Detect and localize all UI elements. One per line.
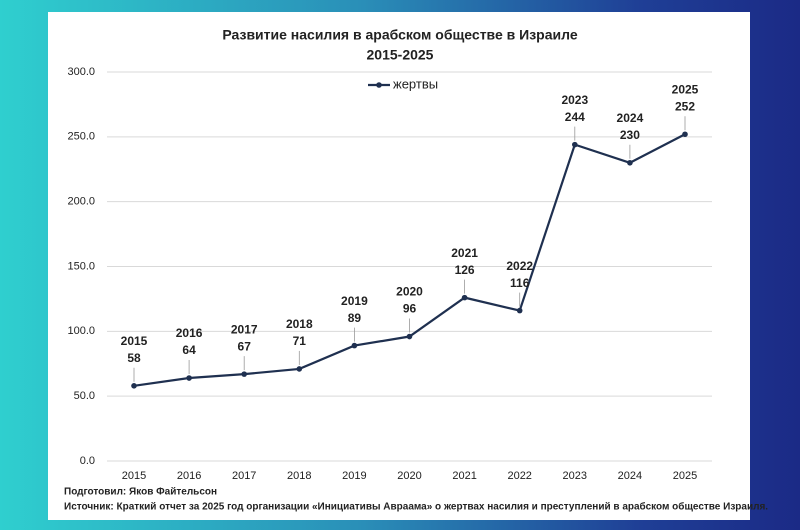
data-label: 126 — [455, 263, 475, 277]
x-tick-label: 2017 — [232, 470, 256, 482]
data-label-year: 2022 — [506, 259, 533, 273]
y-tick-label: 200.0 — [67, 196, 95, 208]
data-label: 252 — [675, 99, 695, 113]
point — [406, 333, 413, 340]
data-label-year: 2023 — [561, 93, 588, 107]
point — [131, 382, 137, 389]
y-tick-label: 100.0 — [67, 325, 95, 337]
data-label: 64 — [182, 343, 196, 357]
x-tick-label: 2024 — [618, 470, 642, 482]
point — [682, 131, 688, 138]
note: Источник: Краткий отчет за 2025 год орга… — [64, 501, 768, 513]
x-tick-label: 2020 — [397, 470, 421, 482]
data-label-year: 2024 — [617, 111, 644, 125]
legend-label: жертвы — [393, 76, 438, 91]
point — [241, 371, 247, 377]
point — [572, 141, 578, 148]
data-label: 230 — [620, 128, 640, 142]
y-tick-label: 150.0 — [67, 260, 95, 272]
point — [351, 342, 358, 349]
x-tick-label: 2025 — [673, 470, 697, 482]
data-label-year: 2015 — [121, 334, 148, 348]
point — [627, 159, 633, 166]
y-tick-label: 50.0 — [74, 390, 95, 402]
data-label: 89 — [348, 311, 362, 325]
data-label: 71 — [293, 334, 307, 348]
x-tick-label: 2015 — [122, 470, 146, 482]
data-label-year: 2021 — [451, 246, 478, 260]
data-label-year: 2016 — [176, 326, 203, 340]
y-tick-label: 300.0 — [67, 66, 95, 78]
data-label-year: 2019 — [341, 294, 368, 308]
chart-subtitle: 2015-2025 — [367, 47, 434, 63]
note: Подготовил: Яков Файтельсон — [64, 487, 217, 498]
x-tick-label: 2018 — [287, 470, 311, 482]
point — [516, 307, 523, 314]
point — [186, 375, 192, 381]
data-label-year: 2020 — [396, 285, 423, 299]
chart-title: Развитие насилия в арабском обществе в И… — [222, 27, 577, 43]
point — [461, 294, 468, 301]
x-tick-label: 2021 — [452, 470, 476, 482]
data-label: 244 — [565, 110, 585, 124]
x-tick-label: 2016 — [177, 470, 201, 482]
data-label: 67 — [238, 339, 252, 353]
point — [296, 366, 303, 372]
data-label: 116 — [510, 276, 530, 290]
x-tick-label: 2023 — [563, 470, 587, 482]
x-tick-label: 2019 — [342, 470, 366, 482]
x-tick-label: 2022 — [507, 470, 531, 482]
y-tick-label: 0.0 — [80, 455, 95, 467]
data-label-year: 2018 — [286, 317, 313, 331]
data-label-year: 2017 — [231, 322, 258, 336]
data-label: 96 — [403, 302, 417, 316]
data-label: 58 — [127, 351, 141, 365]
legend-marker — [376, 82, 382, 88]
y-tick-label: 250.0 — [67, 131, 95, 143]
data-label-year: 2025 — [672, 82, 699, 96]
